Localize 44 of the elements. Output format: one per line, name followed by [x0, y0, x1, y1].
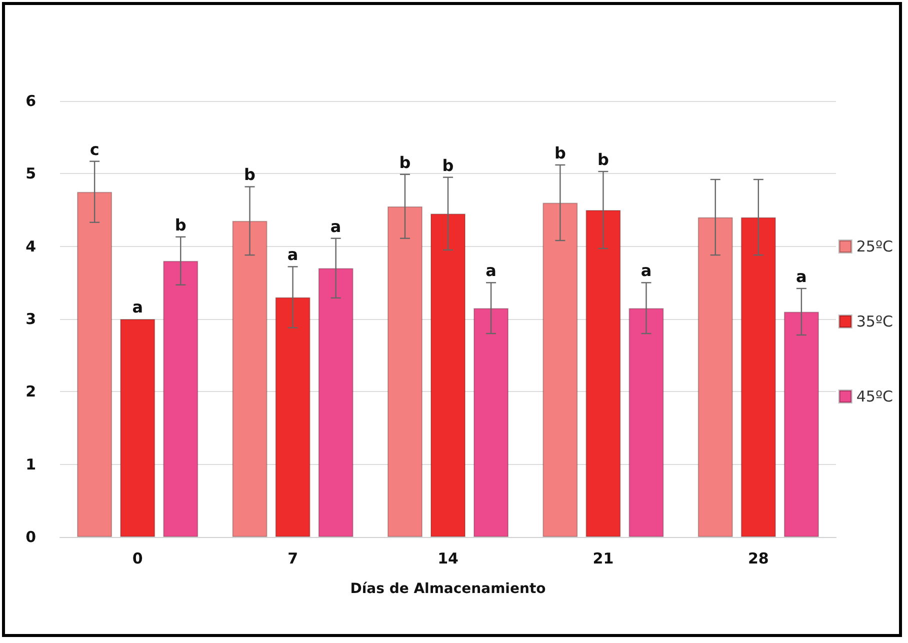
legend-label: 45ºC [856, 388, 894, 406]
y-tick-label: 2 [26, 382, 36, 401]
data-label: a [132, 298, 143, 316]
y-tick-label: 3 [26, 310, 36, 328]
data-label: a [796, 266, 807, 286]
y-tick-label: 5 [26, 164, 36, 183]
bar [474, 308, 509, 537]
bar [542, 202, 578, 537]
bar [628, 308, 664, 537]
data-label: b [399, 152, 411, 172]
data-label: a [640, 261, 652, 280]
bar [232, 220, 268, 537]
data-label: b [244, 165, 256, 184]
data-label: c [90, 140, 100, 159]
data-label: b [442, 156, 454, 175]
x-tick-label: 0 [132, 550, 143, 568]
bar [586, 210, 621, 537]
x-axis-title: Días de Almacenamiento [350, 581, 546, 597]
bar [430, 214, 466, 537]
bar [698, 217, 733, 537]
x-tick-label: 7 [288, 550, 298, 568]
bar [275, 297, 310, 537]
bar [318, 268, 354, 537]
data-label: a [287, 245, 298, 264]
y-tick-label: 4 [26, 237, 36, 256]
bar [740, 217, 776, 537]
bar [120, 319, 156, 537]
y-tick-label: 0 [26, 528, 36, 546]
data-label: b [174, 215, 186, 234]
y-tick-label: 6 [26, 92, 36, 110]
x-tick-label: 14 [438, 550, 458, 568]
x-tick-label: 21 [592, 550, 614, 568]
bar [387, 206, 422, 537]
y-tick-label: 1 [26, 455, 36, 474]
bar [163, 260, 198, 537]
data-label: a [486, 261, 496, 280]
x-tick-label: 28 [748, 550, 769, 568]
bar [77, 192, 112, 537]
data-label: a [330, 216, 342, 236]
data-label: b [554, 143, 566, 162]
legend-label: 35ºC [856, 312, 894, 330]
bar [784, 312, 819, 537]
legend-label: 25ºC [856, 238, 894, 256]
data-label: b [597, 150, 609, 169]
